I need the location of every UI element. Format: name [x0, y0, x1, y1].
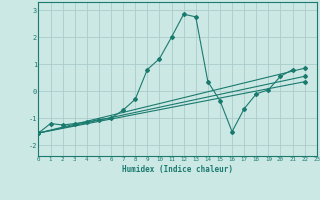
X-axis label: Humidex (Indice chaleur): Humidex (Indice chaleur) [122, 165, 233, 174]
